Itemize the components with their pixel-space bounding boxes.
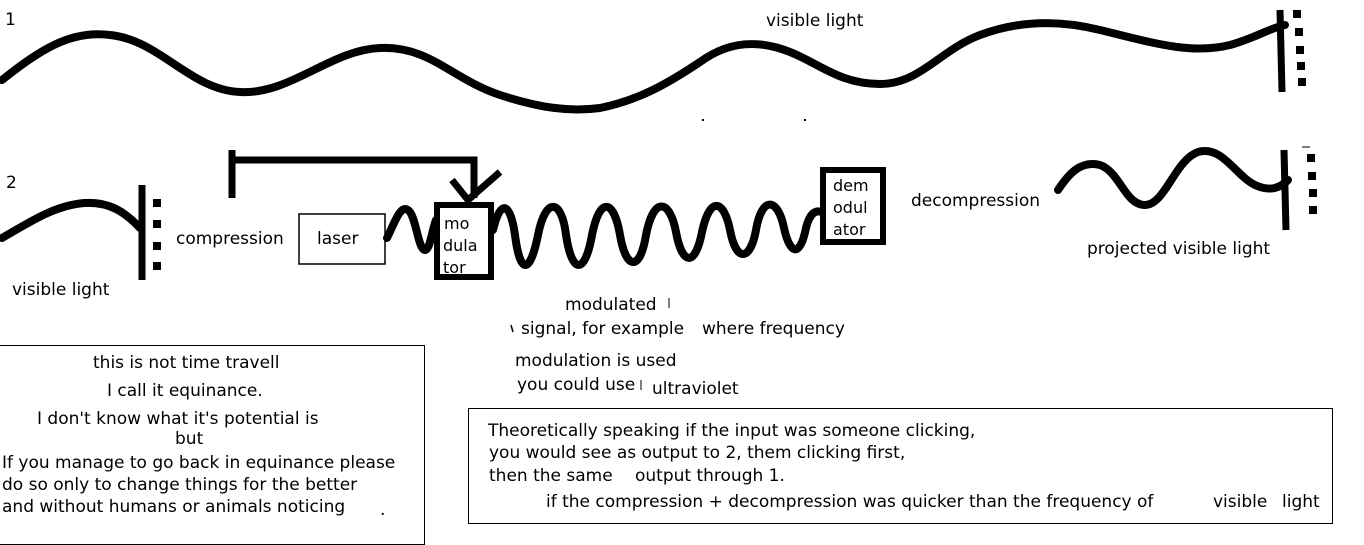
left-note-line-6: do so only to change things for the bett… — [2, 475, 358, 495]
right-note-line-1: Theoretically speaking if the input was … — [488, 421, 976, 441]
modulator-label-2: dula — [443, 236, 478, 255]
signal-note-modulated: modulated — [565, 295, 657, 315]
demodulator-box — [820, 167, 886, 245]
row2-output-dashed-screen — [1307, 154, 1317, 214]
laser-to-modulator-wave — [383, 205, 440, 255]
signal-tick-b — [510, 324, 514, 333]
row2-visible-light-label: visible light — [12, 280, 110, 300]
row1-wall — [1276, 9, 1286, 93]
demodulator-label-2: odul — [833, 198, 868, 217]
left-note-line-3: I don't know what it's potential is — [37, 409, 319, 429]
signal-note-you-could-use: you could use — [517, 375, 636, 395]
feedback-line — [228, 150, 478, 198]
left-note-line-8: . — [380, 500, 386, 520]
modulator-label-1: mo — [444, 214, 470, 233]
row2-input-dashed-screen — [153, 199, 161, 270]
row2-output-wall — [1280, 149, 1290, 231]
theory-note-box — [468, 408, 1333, 524]
right-note-line-4-light: light — [1282, 492, 1320, 512]
left-note-line-4: but — [175, 429, 204, 449]
projected-output-wave — [1054, 146, 1292, 210]
row1-visible-light-wave — [0, 19, 1289, 114]
left-note-line-2: I call it equinance. — [107, 381, 263, 401]
decompression-label: decompression — [911, 191, 1041, 211]
right-note-line-3a: then the same — [489, 466, 613, 486]
signal-note-modulation-used: modulation is used — [515, 351, 677, 371]
feedback-arrowhead — [449, 169, 503, 204]
right-note-line-4-visible: visible — [1213, 492, 1268, 512]
signal-note-where-frequency: where frequency — [702, 319, 845, 339]
row1-dot-a — [702, 119, 704, 121]
demodulator-label-3: ator — [833, 220, 866, 239]
modulator-label-3: tor — [443, 258, 466, 277]
laser-label: laser — [317, 229, 359, 249]
left-note-line-7: and without humans or animals noticing — [2, 497, 346, 517]
modulated-signal-wave — [489, 200, 826, 269]
compression-label: compression — [176, 229, 284, 249]
left-note-line-1: this is not time travell — [93, 353, 280, 373]
left-note-line-5: If you manage to go back in equinance pl… — [2, 453, 396, 473]
right-note-line-2: you would see as output to 2, them click… — [489, 443, 906, 463]
row1-dot-b — [804, 119, 806, 121]
modulator-box — [434, 202, 494, 280]
row2-input-wave — [0, 198, 144, 242]
row2-number: 2 — [6, 173, 17, 193]
row1-visible-light-label: visible light — [766, 11, 864, 31]
signal-note-ultraviolet: ultraviolet — [652, 379, 739, 399]
row1-dashed-screen — [1293, 10, 1306, 86]
right-note-line-3b: output through 1. — [635, 466, 785, 486]
signal-note-for-example: signal, for example — [521, 319, 685, 339]
demodulator-label-1: dem — [833, 176, 869, 195]
row1-number: 1 — [5, 10, 16, 30]
right-note-line-4: if the compression + decompression was q… — [546, 492, 1154, 512]
projected-visible-light-label: projected visible light — [1087, 239, 1271, 259]
